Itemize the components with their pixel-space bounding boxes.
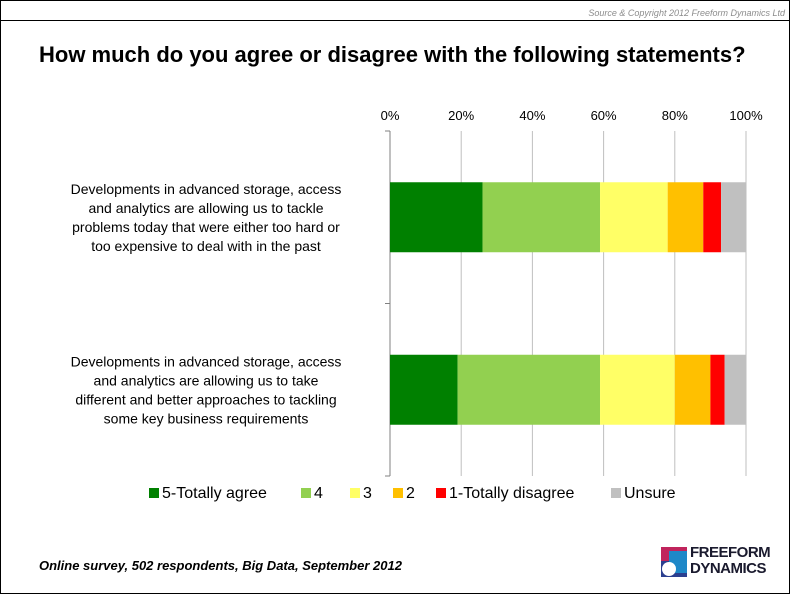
legend-swatch <box>611 488 621 498</box>
survey-footnote: Online survey, 502 respondents, Big Data… <box>39 558 402 573</box>
legend-label: Unsure <box>624 485 676 502</box>
x-tick-label: 60% <box>591 108 617 123</box>
bar-segment <box>482 182 601 253</box>
bar-segment <box>710 354 725 425</box>
category-label: Developments in advanced storage, access <box>71 181 342 197</box>
bar-segment <box>721 182 746 253</box>
category-label: and analytics are allowing us to tackle <box>88 200 323 216</box>
legend-label: 5-Totally agree <box>162 485 267 502</box>
legend-swatch <box>149 488 159 498</box>
category-label: and analytics are allowing us to take <box>94 372 319 388</box>
copyright-note: Source & Copyright 2012 Freeform Dynamic… <box>588 8 785 18</box>
category-label: different and better approaches to tackl… <box>75 391 336 407</box>
logo-mark-icon <box>661 547 687 577</box>
bar-segment <box>724 354 746 425</box>
header-divider <box>1 20 790 21</box>
logo-wordmark: FREEFORM DYNAMICS <box>690 545 782 577</box>
legend-label: 4 <box>314 485 323 502</box>
legend-swatch <box>301 488 311 498</box>
logo-line-2: DYNAMICS <box>690 560 767 577</box>
legend-swatch <box>393 488 403 498</box>
legend-swatch <box>350 488 360 498</box>
x-tick-label: 0% <box>381 108 400 123</box>
bar-segment <box>674 354 711 425</box>
category-label: Developments in advanced storage, access <box>71 353 342 369</box>
category-label: some key business requirements <box>104 410 309 426</box>
bar-segment <box>390 182 483 253</box>
x-tick-label: 20% <box>448 108 474 123</box>
bar-segment <box>390 354 458 425</box>
logo-line-1: FREEFORM <box>690 544 771 561</box>
legend-label: 1-Totally disagree <box>449 485 575 502</box>
legend-swatch <box>436 488 446 498</box>
bar-segment <box>600 354 675 425</box>
legend-label: 3 <box>363 485 372 502</box>
bar-segment <box>457 354 601 425</box>
category-label: too expensive to deal with in the past <box>91 238 321 254</box>
x-tick-label: 80% <box>662 108 688 123</box>
x-tick-label: 100% <box>729 108 763 123</box>
x-tick-label: 40% <box>519 108 545 123</box>
category-label: problems today that were either too hard… <box>72 219 340 235</box>
bar-segment <box>703 182 722 253</box>
bar-segment <box>600 182 668 253</box>
freeform-dynamics-logo: FREEFORM DYNAMICS <box>661 545 781 585</box>
chart-title: How much do you agree or disagree with t… <box>39 42 746 67</box>
bar-segment <box>667 182 704 253</box>
legend-label: 2 <box>406 485 415 502</box>
